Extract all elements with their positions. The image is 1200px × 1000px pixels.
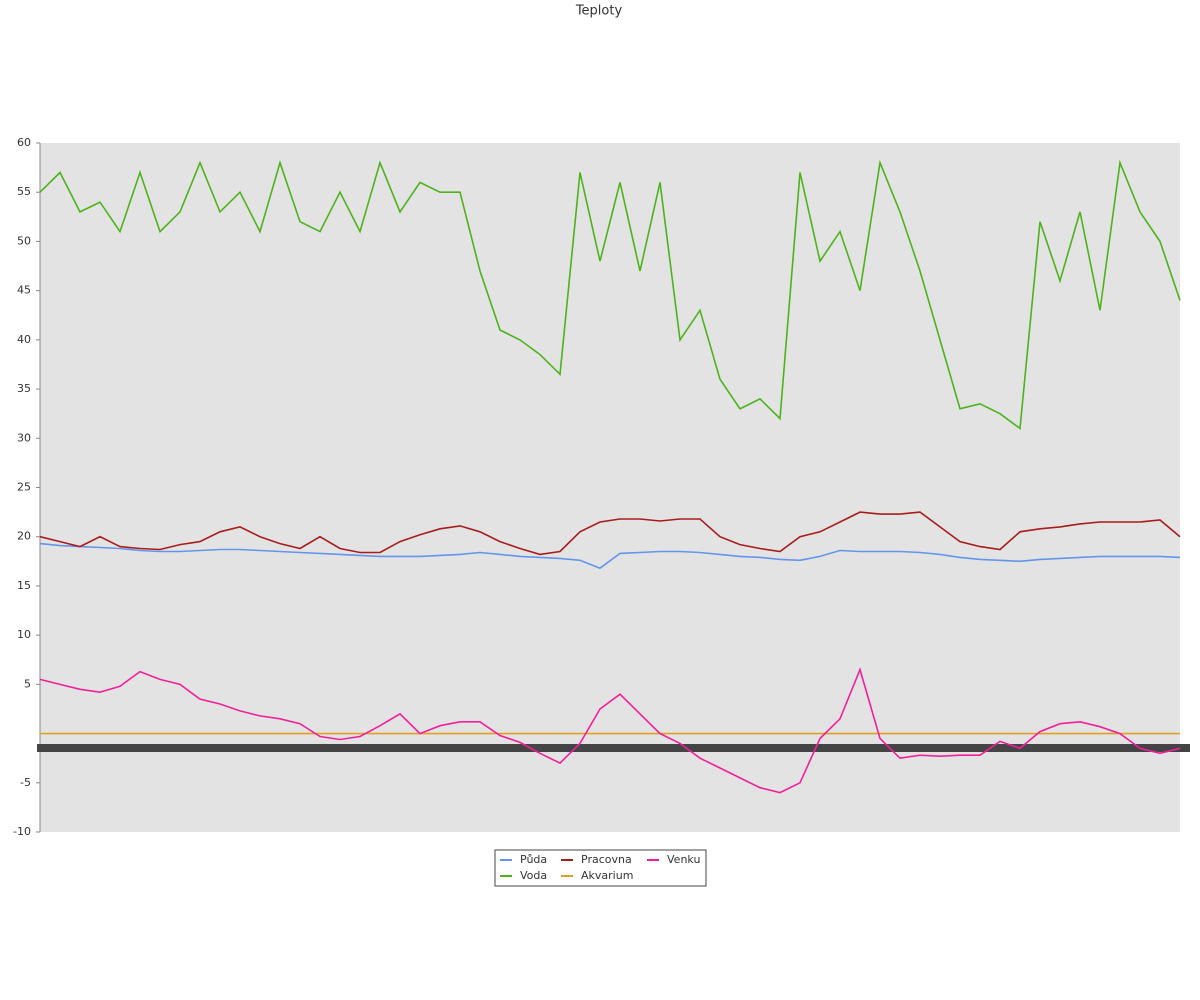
y-tick-label: 50: [17, 234, 31, 247]
line-series: [39, 542, 1181, 570]
x-label-band: [37, 744, 1190, 752]
y-tick-label: 45: [17, 284, 31, 297]
chart-title: Teploty: [575, 4, 623, 19]
legend-label: Půda: [520, 853, 547, 866]
y-tick-label: 25: [17, 481, 31, 494]
legend-label: Pracovna: [581, 853, 632, 866]
line-series: [39, 511, 1181, 556]
legend-item: Venku: [647, 853, 700, 866]
legend-label: Venku: [667, 853, 700, 866]
y-tick-label: 55: [17, 185, 31, 198]
legend-item: Voda: [500, 869, 547, 882]
legend-item: Akvarium: [561, 869, 633, 882]
y-tick-label: -10: [13, 825, 31, 838]
legend-label: Akvarium: [581, 869, 633, 882]
y-tick-label: 30: [17, 431, 31, 444]
line-series: [39, 667, 1181, 794]
y-tick-label: -5: [20, 776, 31, 789]
legend-item: Pracovna: [561, 853, 632, 866]
plot-area: [40, 143, 1180, 832]
legend-item: Půda: [500, 853, 547, 866]
y-tick-label: 35: [17, 382, 31, 395]
y-tick-label: 5: [24, 677, 31, 690]
y-tick-label: 60: [17, 136, 31, 149]
y-tick-label: 20: [17, 530, 31, 543]
legend-label: Voda: [520, 869, 547, 882]
y-tick-label: 10: [17, 628, 31, 641]
y-tick-label: 15: [17, 579, 31, 592]
line-series: [39, 159, 1181, 430]
legend-box: [494, 849, 707, 887]
y-tick-label: 40: [17, 333, 31, 346]
